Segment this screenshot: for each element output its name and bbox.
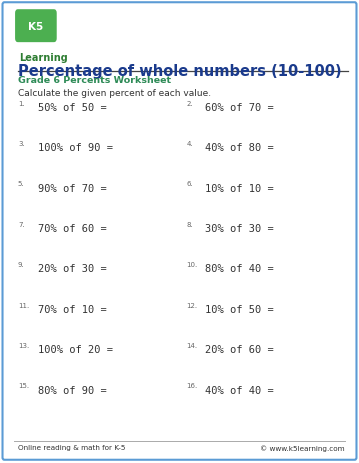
Text: 10% of 10 =: 10% of 10 =: [205, 183, 274, 194]
Text: 12.: 12.: [187, 302, 198, 308]
Text: 11.: 11.: [18, 302, 29, 308]
Text: 20% of 30 =: 20% of 30 =: [38, 264, 107, 274]
Text: 13.: 13.: [18, 342, 29, 348]
Text: 9.: 9.: [18, 262, 25, 268]
Text: 40% of 80 =: 40% of 80 =: [205, 143, 274, 153]
Text: 15.: 15.: [18, 382, 29, 388]
Text: Grade 6 Percents Worksheet: Grade 6 Percents Worksheet: [18, 75, 171, 84]
Text: 30% of 30 =: 30% of 30 =: [205, 224, 274, 234]
Text: 20% of 60 =: 20% of 60 =: [205, 344, 274, 355]
Text: 40% of 40 =: 40% of 40 =: [205, 385, 274, 395]
Text: Percentage of whole numbers (10-100): Percentage of whole numbers (10-100): [18, 64, 341, 79]
Text: 70% of 10 =: 70% of 10 =: [38, 304, 107, 314]
Text: 100% of 90 =: 100% of 90 =: [38, 143, 113, 153]
Text: K5: K5: [28, 22, 43, 32]
Text: 100% of 20 =: 100% of 20 =: [38, 344, 113, 355]
Text: 5.: 5.: [18, 181, 24, 187]
Text: 16.: 16.: [187, 382, 198, 388]
Text: 14.: 14.: [187, 342, 198, 348]
Text: Calculate the given percent of each value.: Calculate the given percent of each valu…: [18, 89, 211, 98]
Text: 6.: 6.: [187, 181, 194, 187]
Text: 10.: 10.: [187, 262, 198, 268]
Text: 60% of 70 =: 60% of 70 =: [205, 103, 274, 113]
Text: Learning: Learning: [19, 53, 67, 63]
Text: 1.: 1.: [18, 100, 25, 106]
Text: Online reading & math for K-5: Online reading & math for K-5: [18, 444, 125, 450]
Text: 80% of 40 =: 80% of 40 =: [205, 264, 274, 274]
Text: © www.k5learning.com: © www.k5learning.com: [260, 444, 345, 451]
Text: 3.: 3.: [18, 141, 25, 147]
Text: 4.: 4.: [187, 141, 193, 147]
Text: 70% of 60 =: 70% of 60 =: [38, 224, 107, 234]
Text: 50% of 50 =: 50% of 50 =: [38, 103, 107, 113]
Text: 90% of 70 =: 90% of 70 =: [38, 183, 107, 194]
Text: 10% of 50 =: 10% of 50 =: [205, 304, 274, 314]
Text: 80% of 90 =: 80% of 90 =: [38, 385, 107, 395]
Text: 8.: 8.: [187, 221, 194, 227]
FancyBboxPatch shape: [15, 10, 57, 43]
Text: 7.: 7.: [18, 221, 25, 227]
Text: 2.: 2.: [187, 100, 193, 106]
